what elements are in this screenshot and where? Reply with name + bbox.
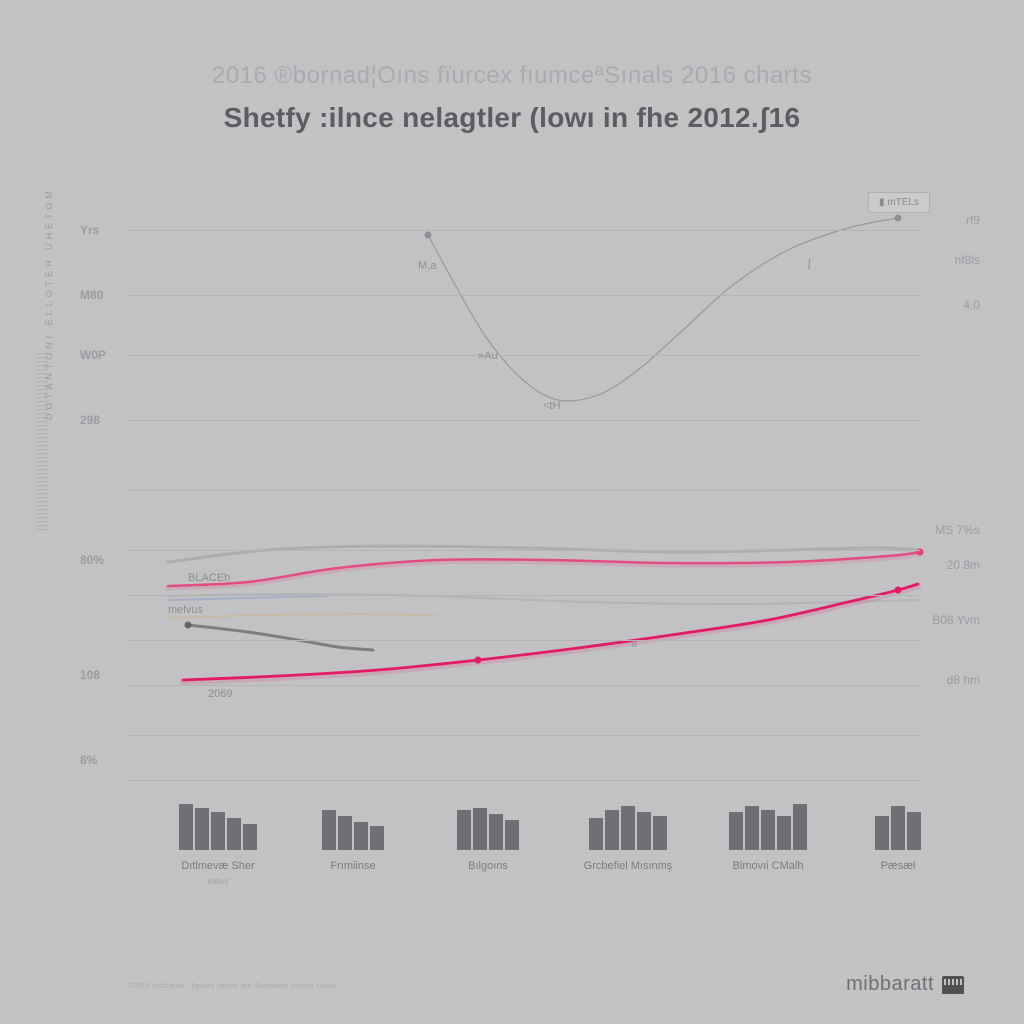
bar [605,810,619,850]
bar-group [179,804,257,850]
bar [505,820,519,850]
x-category-label: Blmovıi CMalh [733,860,804,872]
plot-area: ▮ mTELs Dıtlmevæ ShermillmlFrımiinseBılg… [128,200,920,850]
x-category-label: Pæsæl [881,860,916,872]
bar [179,804,193,850]
bar [761,810,775,850]
x-category-sublabel: millml [208,877,228,886]
inline-label: »Au [478,350,498,362]
y-tick-right: MS 7%s [935,523,980,537]
y-tick-right: 4.0 [963,298,980,312]
bar [907,812,921,850]
chart-page: { "titles":{ "sup":"2016 ®bornad¦Oıns fï… [0,0,1024,1024]
footer-credit: mibbaratt [846,973,964,996]
gridline [128,640,920,641]
bar [473,808,487,850]
gridline [128,420,920,421]
gridline [128,780,920,781]
x-category-label: Grcbefiel Mısınmş [584,860,673,872]
brand-name: mibbaratt [846,973,934,996]
y-axis-caption: DOTANTONI ELLOTEH UHETOM [44,187,54,420]
bar [621,806,635,850]
y-tick-right: nf8ls [955,253,980,267]
x-category-label: Bılgoıns [468,860,508,872]
marker [185,622,192,629]
y-tick-left: 298 [80,413,100,427]
bar [793,804,807,850]
x-category-label: Frımiinse [330,860,375,872]
bar [729,812,743,850]
gridline [128,490,920,491]
bar [589,818,603,850]
bar [243,824,257,850]
y-tick-right: B08 Yvm [932,613,980,627]
bar [777,816,791,850]
gridline [128,550,920,551]
inline-label: ʃ [808,258,810,270]
inline-label: ᴮ [632,640,637,652]
bar-group [729,804,807,850]
bar [457,810,471,850]
y-tick-left: 8% [80,753,97,767]
series-dark-swoosh [188,625,373,650]
bar [227,818,241,850]
bar [653,816,667,850]
inline-label: M,a [418,260,436,272]
bar-group [322,810,384,850]
bar-group [457,808,519,850]
y-tick-right: 20 8m [947,558,980,572]
series-blue-short [168,596,328,600]
series-upper-gray-curve [428,218,898,401]
bar [211,812,225,850]
bar [370,826,384,850]
bar-group [875,806,921,850]
gridline [128,595,920,596]
bar-groups-layer: Dıtlmevæ ShermillmlFrımiinseBılgoınsGrcb… [128,770,920,850]
y-tick-left: W0P [80,348,106,362]
gridline [128,735,920,736]
bar [745,806,759,850]
series-sand-short [168,614,438,618]
inline-label: <tH [543,400,560,412]
bar [195,808,209,850]
y-tick-left: 108 [80,668,100,682]
bar [637,812,651,850]
series-magenta-lower [183,584,918,680]
line-series-layer [128,200,920,850]
marker [895,215,902,222]
bar [489,814,503,850]
bar [354,822,368,850]
gridline [128,355,920,356]
bar [875,816,889,850]
bar-group [589,806,667,850]
x-category-label: Dıtlmevæ Sher [181,860,254,872]
inline-label: melvus [168,604,203,616]
bar [891,806,905,850]
chart-supertitle: 2016 ®bornad¦Oıns fïurcex fıumceªSınals … [0,62,1024,90]
y-tick-right: d8 hm [947,673,980,687]
y-tick-left: M80 [80,288,103,302]
bar [338,816,352,850]
gridline [128,685,920,686]
footnote: ©2016 mibbaratt · figures shown are illu… [128,983,336,990]
inline-label: BLACEh [188,572,230,584]
inline-label: 2069 [208,688,232,700]
bar [322,810,336,850]
y-tick-left: Yrs [80,223,99,237]
y-tick-right: rf9 [966,213,980,227]
brand-icon [942,976,964,994]
y-tick-left: 80% [80,553,104,567]
gridline [128,295,920,296]
chart-title: Shetfy :ilnce nelagtler (lowı in fhe 201… [0,102,1024,134]
gridline [128,230,920,231]
marker [425,232,432,239]
